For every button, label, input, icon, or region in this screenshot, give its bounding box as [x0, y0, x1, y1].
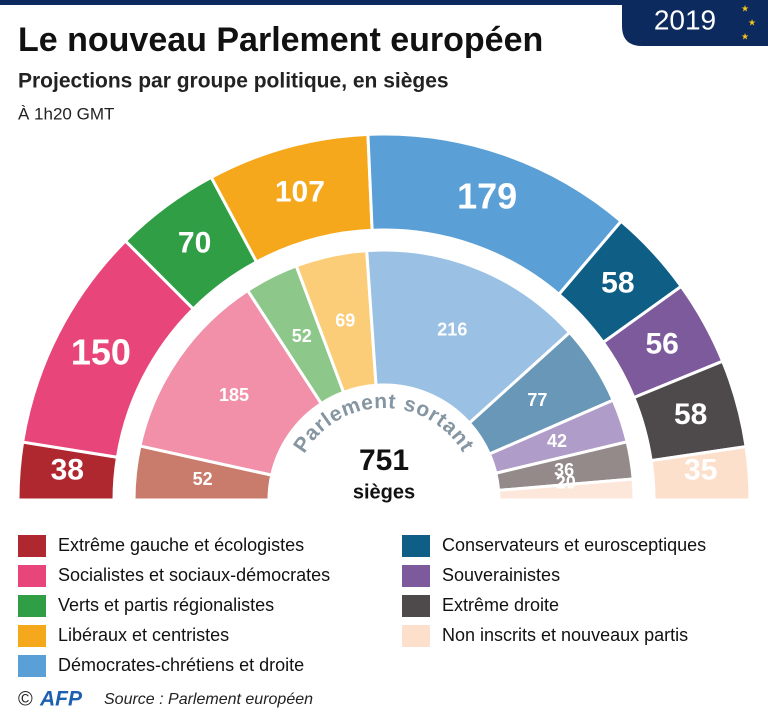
stars: ★ ★ ★: [741, 3, 756, 41]
value-label: 35: [684, 453, 717, 486]
legend-label: Libéraux et centristes: [58, 625, 229, 645]
legend-swatch: [18, 625, 46, 647]
value-label: 179: [457, 176, 517, 217]
value-label: 56: [645, 328, 678, 361]
legend-label: Démocrates-chrétiens et droite: [58, 655, 304, 675]
legend-swatch: [18, 655, 46, 677]
legend-swatch: [18, 595, 46, 617]
note: À 1h20 GMT: [18, 104, 114, 123]
value-label: 216: [437, 320, 467, 340]
value-label: 69: [335, 310, 355, 330]
legend-label: Non inscrits et nouveaux partis: [442, 625, 688, 645]
segment: [649, 444, 752, 502]
value-label: 58: [601, 266, 634, 299]
legend-swatch: [402, 535, 430, 557]
legend-label: Souverainistes: [442, 565, 560, 585]
value-label: 150: [71, 332, 131, 373]
legend-swatch: [402, 625, 430, 647]
value-label: 77: [527, 390, 547, 410]
legend-swatch: [402, 565, 430, 587]
legend-label: Conservateurs et eurosceptiques: [442, 535, 706, 555]
value-label: 36: [554, 460, 574, 480]
legend-label: Extrême droite: [442, 595, 559, 615]
legend-label: Socialistes et sociaux-démocrates: [58, 565, 330, 585]
segment: [496, 477, 636, 502]
total: 751: [359, 444, 409, 477]
value-label: 52: [193, 469, 213, 489]
agency: AFP: [39, 688, 83, 711]
value-label: 20: [556, 472, 576, 492]
legend-swatch: [18, 565, 46, 587]
star: ★: [748, 17, 756, 27]
value-label: 107: [275, 175, 325, 208]
segment: [365, 248, 572, 426]
star: ★: [741, 3, 749, 13]
copyright: ©: [18, 688, 33, 710]
total-label: sièges: [353, 481, 415, 503]
source: Source : Parlement européen: [104, 691, 313, 708]
value-label: 185: [219, 385, 249, 405]
badge: 2019: [654, 4, 716, 35]
legend-swatch: [18, 535, 46, 557]
value-label: 38: [51, 453, 84, 486]
badge-bg: [622, 0, 768, 46]
value-label: 42: [547, 431, 567, 451]
value-label: 52: [292, 326, 312, 346]
legend-label: Verts et partis régionalistes: [58, 595, 274, 615]
star: ★: [741, 31, 749, 41]
value-label: 70: [178, 226, 211, 259]
top-bar: [0, 0, 768, 5]
legend-swatch: [402, 595, 430, 617]
title: Le nouveau Parlement européen: [18, 21, 543, 59]
legend-label: Extrême gauche et écologistes: [58, 535, 304, 555]
value-label: 58: [674, 398, 707, 431]
subtitle: Projections par groupe politique, en siè…: [18, 70, 449, 93]
